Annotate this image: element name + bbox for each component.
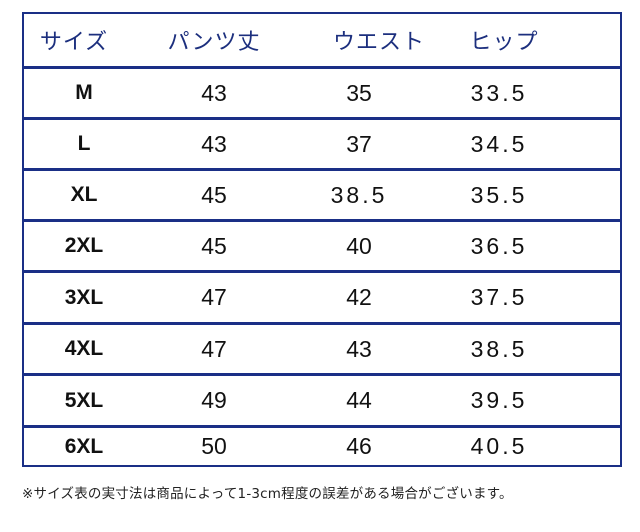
table-row: L 43 37 34.5 bbox=[24, 120, 620, 168]
length-cell: 49 bbox=[201, 387, 227, 413]
hip-cell: 38.5 bbox=[470, 335, 528, 362]
size-cell: 3XL bbox=[64, 285, 104, 309]
length-cell: 50 bbox=[201, 433, 227, 459]
header-size: サイズ bbox=[39, 30, 109, 55]
size-cell: M bbox=[75, 81, 93, 104]
row-divider bbox=[24, 322, 620, 325]
row-divider bbox=[24, 373, 620, 376]
row-divider bbox=[24, 425, 620, 428]
footnote: ※サイズ表の実寸法は商品によって1-3cm程度の誤差がある場合がございます。 bbox=[22, 486, 513, 502]
size-cell: 4XL bbox=[64, 337, 104, 360]
row-divider bbox=[24, 270, 620, 273]
length-cell: 43 bbox=[201, 79, 227, 106]
waist-cell: 38.5 bbox=[330, 181, 388, 208]
table-row: M 43 35 33.5 bbox=[24, 69, 620, 117]
header-hip: ヒップ bbox=[469, 30, 539, 55]
hip-cell: 36.5 bbox=[470, 232, 528, 259]
size-cell: 2XL bbox=[64, 234, 104, 257]
waist-cell: 40 bbox=[346, 232, 372, 259]
table-row: 4XL 47 43 38.5 bbox=[24, 325, 620, 373]
table-row: 5XL 49 44 39.5 bbox=[24, 376, 620, 425]
waist-cell: 43 bbox=[346, 335, 372, 362]
hip-cell: 40.5 bbox=[470, 433, 528, 459]
header-waist: ウエスト bbox=[332, 30, 425, 55]
length-cell: 47 bbox=[201, 335, 227, 362]
size-cell: L bbox=[77, 132, 91, 155]
hip-cell: 34.5 bbox=[470, 130, 528, 157]
table-row: XL 45 38.5 35.5 bbox=[24, 171, 620, 219]
waist-cell: 44 bbox=[346, 387, 372, 413]
size-cell: 5XL bbox=[64, 388, 104, 412]
length-cell: 45 bbox=[201, 181, 227, 208]
table-header-row: サイズ パンツ丈 ウエスト ヒップ bbox=[24, 14, 620, 66]
hip-cell: 39.5 bbox=[470, 387, 528, 413]
size-table: サイズ パンツ丈 ウエスト ヒップ M 43 35 33.5 L 43 37 3… bbox=[22, 12, 622, 467]
hip-cell: 35.5 bbox=[470, 181, 528, 208]
row-divider bbox=[24, 117, 620, 120]
length-cell: 45 bbox=[201, 232, 227, 259]
waist-cell: 35 bbox=[346, 79, 372, 106]
row-divider bbox=[24, 219, 620, 222]
waist-cell: 46 bbox=[346, 433, 372, 459]
length-cell: 43 bbox=[201, 130, 227, 157]
table-row: 3XL 47 42 37.5 bbox=[24, 273, 620, 322]
row-divider bbox=[24, 66, 620, 69]
table-row: 2XL 45 40 36.5 bbox=[24, 222, 620, 270]
header-pants-length: パンツ丈 bbox=[167, 30, 261, 55]
waist-cell: 37 bbox=[346, 130, 372, 157]
row-divider bbox=[24, 168, 620, 171]
size-cell: 6XL bbox=[64, 434, 104, 458]
hip-cell: 37.5 bbox=[470, 284, 528, 310]
table-row: 6XL 50 46 40.5 bbox=[24, 428, 620, 465]
hip-cell: 33.5 bbox=[470, 79, 528, 106]
waist-cell: 42 bbox=[346, 284, 372, 310]
length-cell: 47 bbox=[201, 284, 227, 310]
size-cell: XL bbox=[70, 183, 98, 206]
